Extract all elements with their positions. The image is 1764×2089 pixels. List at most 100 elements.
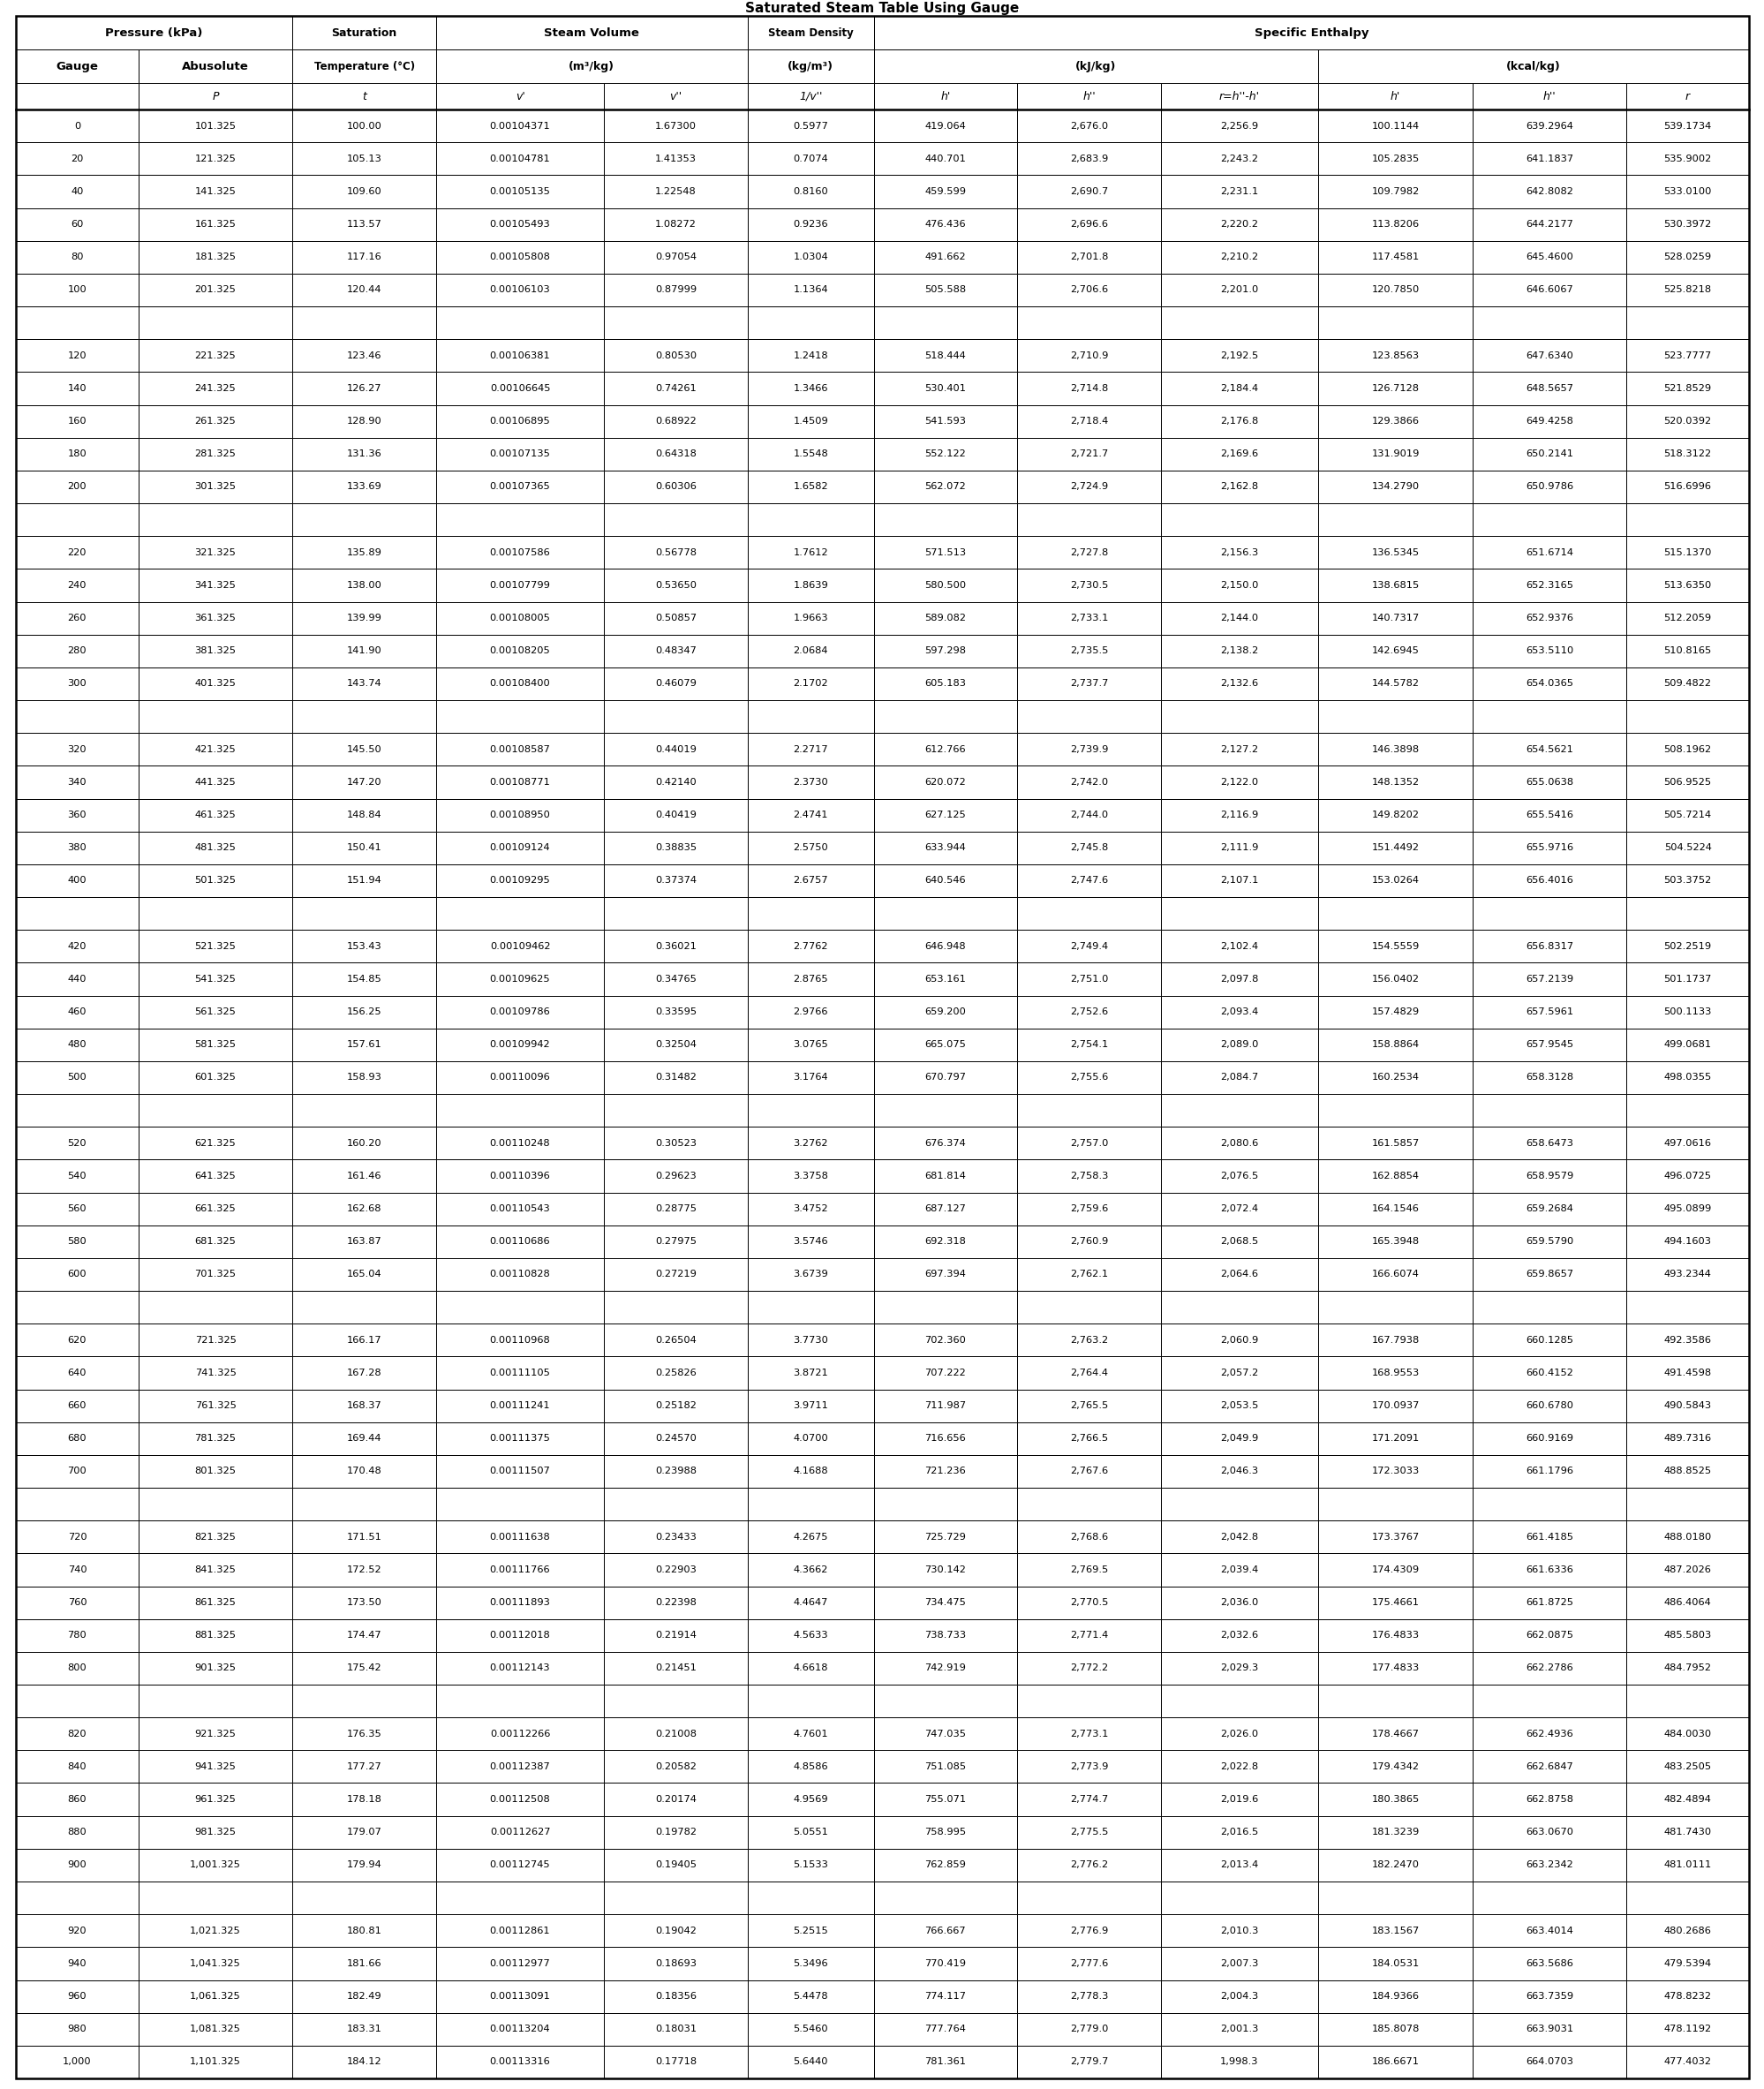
Text: 663.7359: 663.7359	[1524, 1993, 1572, 2001]
Bar	[1016, 568, 1161, 602]
Bar	[138, 307, 293, 338]
Bar	[138, 1291, 293, 1324]
Bar	[603, 1193, 748, 1226]
Bar	[1318, 1521, 1471, 1554]
Bar	[1161, 1226, 1318, 1258]
Text: 482.4894: 482.4894	[1663, 1794, 1711, 1805]
Text: 133.69: 133.69	[346, 483, 381, 491]
Text: 0.00108950: 0.00108950	[489, 811, 550, 819]
Text: 178.4667: 178.4667	[1371, 1730, 1418, 1738]
Text: 2,730.5: 2,730.5	[1069, 581, 1108, 589]
Text: 281.325: 281.325	[194, 449, 236, 457]
Bar	[1161, 700, 1318, 733]
Bar	[436, 831, 603, 865]
Text: 2,768.6: 2,768.6	[1069, 1533, 1108, 1542]
Text: 2,138.2: 2,138.2	[1221, 646, 1258, 656]
Bar	[603, 1226, 748, 1258]
Text: 760: 760	[67, 1598, 86, 1606]
Text: 173.50: 173.50	[346, 1598, 381, 1606]
Text: 157.61: 157.61	[346, 1040, 381, 1049]
Bar	[293, 84, 436, 109]
Text: 0.00110248: 0.00110248	[490, 1139, 550, 1147]
Text: 146.3898: 146.3898	[1371, 746, 1418, 754]
Bar	[16, 405, 138, 437]
Bar	[1161, 2045, 1318, 2079]
Bar	[748, 1258, 873, 1291]
Text: 5.1533: 5.1533	[792, 1861, 827, 1870]
Text: 0.38835: 0.38835	[654, 844, 697, 852]
Text: 661.1796: 661.1796	[1524, 1466, 1572, 1475]
Text: 664.0703: 664.0703	[1524, 2058, 1572, 2066]
Bar	[603, 1751, 748, 1784]
Bar	[16, 503, 138, 537]
Bar	[1318, 963, 1471, 996]
Bar	[1471, 1717, 1626, 1751]
Bar	[16, 602, 138, 635]
Bar	[1626, 996, 1748, 1028]
Bar	[1016, 1684, 1161, 1717]
Bar	[1471, 1751, 1626, 1784]
Text: 612.766: 612.766	[924, 746, 965, 754]
Text: 766.667: 766.667	[924, 1926, 965, 1934]
Text: 0.00106645: 0.00106645	[490, 384, 550, 393]
Bar	[1318, 767, 1471, 798]
Text: 0.00112143: 0.00112143	[490, 1663, 550, 1673]
Bar	[16, 2014, 138, 2045]
Bar	[1471, 733, 1626, 767]
Bar	[436, 700, 603, 733]
Text: 1.9663: 1.9663	[792, 614, 827, 623]
Bar	[1471, 1619, 1626, 1652]
Bar	[436, 1554, 603, 1586]
Bar	[1161, 1554, 1318, 1586]
Text: 100.00: 100.00	[346, 121, 381, 130]
Text: 498.0355: 498.0355	[1663, 1074, 1711, 1082]
Text: h'': h''	[1081, 90, 1095, 102]
Text: 136.5345: 136.5345	[1371, 547, 1418, 558]
Text: 2,721.7: 2,721.7	[1069, 449, 1108, 457]
Bar	[293, 1784, 436, 1815]
Text: 647.6340: 647.6340	[1524, 351, 1572, 359]
Text: 441.325: 441.325	[194, 777, 236, 788]
Bar	[1016, 1586, 1161, 1619]
Text: Abusolute: Abusolute	[182, 61, 249, 71]
Text: 762.859: 762.859	[924, 1861, 965, 1870]
Text: 0: 0	[74, 121, 81, 130]
Bar	[603, 798, 748, 831]
Text: 5.5460: 5.5460	[792, 2024, 827, 2033]
Bar	[748, 142, 873, 175]
Text: 730.142: 730.142	[924, 1565, 965, 1575]
Text: 480.2686: 480.2686	[1663, 1926, 1711, 1934]
Text: 0.5977: 0.5977	[792, 121, 827, 130]
Bar	[873, 109, 1016, 142]
Bar	[873, 17, 1748, 50]
Bar	[293, 1652, 436, 1684]
Bar	[138, 338, 293, 372]
Text: 0.00110828: 0.00110828	[489, 1270, 550, 1278]
Text: 742.919: 742.919	[924, 1663, 965, 1673]
Bar	[873, 767, 1016, 798]
Bar	[293, 1914, 436, 1947]
Bar	[873, 996, 1016, 1028]
Bar	[436, 733, 603, 767]
Bar	[1016, 1784, 1161, 1815]
Text: 163.87: 163.87	[346, 1237, 381, 1245]
Bar	[436, 109, 603, 142]
Bar	[748, 1882, 873, 1914]
Bar	[293, 1882, 436, 1914]
Text: 4.1688: 4.1688	[792, 1466, 827, 1475]
Text: 2,068.5: 2,068.5	[1221, 1237, 1258, 1245]
Bar	[748, 1652, 873, 1684]
Text: 597.298: 597.298	[924, 646, 965, 656]
Text: 0.53650: 0.53650	[654, 581, 697, 589]
Bar	[1318, 84, 1471, 109]
Bar	[16, 1423, 138, 1454]
Bar	[436, 209, 603, 240]
Bar	[1471, 865, 1626, 896]
Text: 2,046.3: 2,046.3	[1221, 1466, 1258, 1475]
Bar	[1318, 338, 1471, 372]
Bar	[1318, 1061, 1471, 1095]
Bar	[293, 896, 436, 930]
Bar	[138, 1226, 293, 1258]
Bar	[293, 1193, 436, 1226]
Bar	[138, 1554, 293, 1586]
